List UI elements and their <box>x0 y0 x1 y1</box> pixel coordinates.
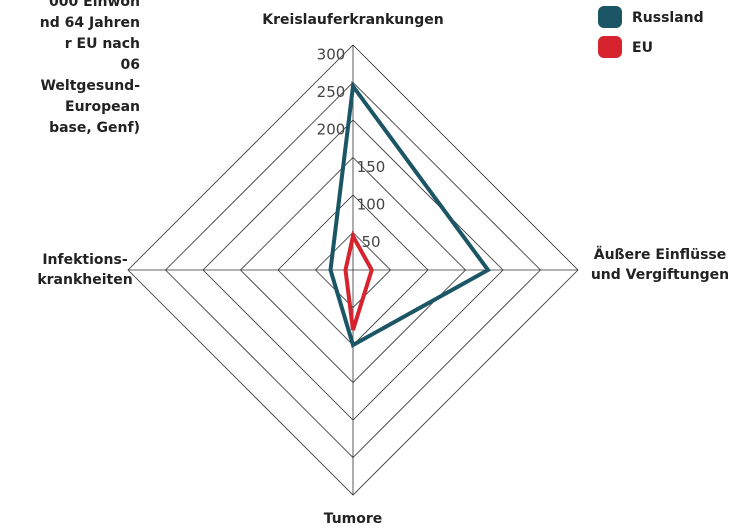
tick-label: 100 <box>357 196 386 214</box>
category-label: und Vergiftungen <box>591 267 729 283</box>
note-text: 000 Einwoh <box>49 0 140 10</box>
tick-label: 150 <box>357 158 386 176</box>
note-text: nd 64 Jahren <box>40 15 140 31</box>
note-text: European <box>65 99 140 115</box>
tick-label: 300 <box>317 46 346 64</box>
category-label: Kreislauferkrankungen <box>262 12 443 28</box>
legend-swatch <box>598 6 622 28</box>
category-label: krankheiten <box>37 272 132 288</box>
note-text: Weltgesund- <box>40 78 140 94</box>
series-line <box>328 81 491 348</box>
series-line <box>343 230 374 331</box>
legend-swatch <box>598 36 622 58</box>
tick-label: 250 <box>317 83 346 101</box>
note-text: base, Genf) <box>49 120 140 136</box>
category-label: Tumore <box>324 511 383 527</box>
note-text: 06 <box>121 57 140 73</box>
tick-label: 50 <box>361 233 380 251</box>
category-label: Infektions- <box>42 252 127 268</box>
category-label: Äußere Einflüsse <box>594 246 726 263</box>
legend-label: EU <box>632 40 653 56</box>
note-text: r EU nach <box>65 36 140 52</box>
tick-label: 200 <box>317 121 346 139</box>
legend-label: Russland <box>632 10 704 26</box>
